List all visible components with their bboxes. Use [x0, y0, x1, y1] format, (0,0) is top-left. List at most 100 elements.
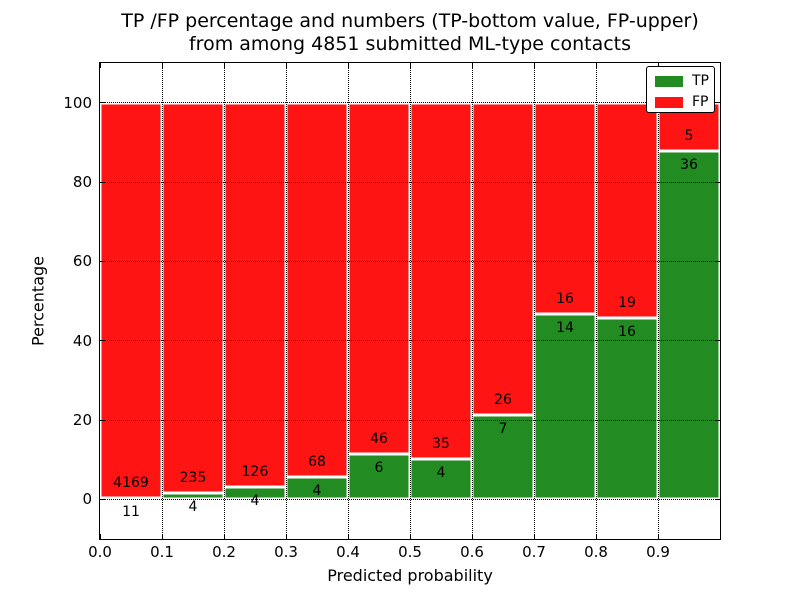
gridline-vertical [533, 63, 535, 539]
bar-segment-tp [658, 151, 720, 500]
bar-segment-tp [286, 477, 348, 500]
bar-count-label-fp: 46 [370, 430, 388, 447]
chart-title: TP /FP percentage and numbers (TP-bottom… [100, 10, 720, 56]
x-tick-mark [471, 534, 473, 539]
bar-count-label-fp: 5 [684, 128, 694, 145]
legend: TP FP [646, 66, 715, 113]
y-tick-mark [100, 102, 105, 104]
x-tick-label: 0.1 [150, 543, 174, 561]
bar-count-label-tp: 11 [122, 504, 140, 521]
x-tick-mark [99, 534, 101, 539]
x-tick-mark [99, 63, 101, 68]
y-tick-label: 20 [72, 411, 92, 429]
x-tick-mark [347, 63, 349, 68]
bar-segment-fp [596, 102, 658, 318]
x-tick-label: 0.8 [584, 543, 608, 561]
bar-segment-tp [472, 415, 534, 500]
y-tick-mark [100, 340, 105, 342]
gridline-vertical [409, 63, 411, 539]
y-tick-label: 40 [72, 331, 92, 350]
x-tick-label: 0.2 [212, 543, 236, 561]
bar-count-label-tp: 16 [618, 324, 636, 340]
bar-count-label-fp: 235 [179, 469, 207, 486]
x-tick-label: 0.7 [522, 543, 546, 561]
bar-count-label-fp: 126 [241, 464, 269, 481]
bar-segment-tp [534, 314, 596, 500]
bar-segment-tp [348, 453, 410, 500]
bar-count-label-tp: 4 [188, 498, 198, 515]
bar-segment-fp [534, 102, 596, 315]
bar-segment-fp [286, 102, 348, 478]
bar-segment-tp [162, 492, 224, 500]
x-tick-mark [657, 63, 659, 68]
x-tick-mark [223, 63, 225, 68]
bar-count-label-tp: 4 [312, 483, 322, 500]
x-tick-mark [409, 534, 411, 539]
y-tick-mark [715, 260, 720, 262]
bar-count-label-tp: 4 [250, 493, 260, 510]
legend-item: TP [647, 71, 714, 91]
x-axis-label: Predicted probability [327, 566, 493, 585]
y-tick-mark [715, 102, 720, 104]
x-tick-mark [719, 63, 721, 68]
bar-segment-tp [100, 498, 162, 500]
x-tick-mark [471, 63, 473, 68]
bar-segment-fp [348, 102, 410, 454]
gridline-vertical [657, 63, 659, 539]
bar-count-label-fp: 19 [618, 295, 636, 311]
gridline-vertical [347, 63, 349, 539]
x-tick-mark [161, 534, 163, 539]
bar-segment-fp [100, 102, 162, 499]
y-tick-mark [715, 498, 720, 500]
y-tick-label: 100 [63, 93, 92, 112]
x-tick-label: 0.3 [274, 543, 298, 561]
x-tick-label: 0.5 [398, 543, 422, 561]
y-tick-mark [100, 419, 105, 421]
bar-count-label-tp: 4 [436, 464, 446, 481]
bar-count-label-fp: 16 [556, 291, 574, 308]
y-tick-mark [100, 498, 105, 500]
bar-count-label-fp: 35 [432, 435, 450, 452]
bar-count-label-fp: 4169 [113, 475, 149, 492]
x-tick-label: 0.6 [460, 543, 484, 561]
x-tick-label: 0.9 [646, 543, 670, 561]
legend-item: FP [647, 92, 714, 112]
bar-segment-fp [162, 102, 224, 493]
legend-swatch-fp-icon [655, 96, 683, 108]
gridline-vertical [223, 63, 225, 539]
y-tick-label: 80 [72, 173, 92, 191]
legend-label-fp: FP [692, 94, 709, 110]
bar-count-label-tp: 14 [556, 320, 574, 337]
gridline-vertical [161, 63, 163, 539]
bar-segment-fp [472, 102, 534, 416]
x-tick-mark [285, 63, 287, 68]
x-tick-label: 0.0 [88, 543, 112, 561]
chart-title-line2: from among 4851 submitted ML-type contac… [188, 33, 632, 55]
bar-segment-fp [410, 102, 472, 459]
gridline-vertical [471, 63, 473, 539]
x-tick-mark [595, 534, 597, 539]
legend-swatch-tp-icon [655, 75, 683, 87]
bar-count-label-fp: 26 [494, 392, 512, 409]
y-tick-mark [715, 419, 720, 421]
y-tick-mark [715, 181, 720, 183]
x-tick-mark [285, 534, 287, 539]
bar-segment-tp [596, 318, 658, 500]
bar-count-label-fp: 68 [308, 454, 326, 471]
plot-area: 4169 11 235 4 126 4 68 4 46 6 35 4 26 7 16 14 19 16 5 36 [99, 62, 721, 540]
x-tick-mark [409, 63, 411, 68]
bar-count-label-tp: 6 [374, 459, 384, 476]
x-tick-mark [719, 534, 721, 539]
x-tick-label: 0.4 [336, 543, 360, 561]
chart-title-line1: TP /FP percentage and numbers (TP-bottom… [121, 10, 699, 32]
bar-segment-tp [410, 458, 472, 500]
legend-label-tp: TP [692, 73, 709, 89]
y-tick-mark [715, 340, 720, 342]
gridline-vertical [595, 63, 597, 539]
bar-segment-tp [224, 487, 286, 500]
x-tick-mark [533, 534, 535, 539]
y-tick-mark [100, 260, 105, 262]
x-tick-mark [223, 534, 225, 539]
gridline-vertical [285, 63, 287, 539]
